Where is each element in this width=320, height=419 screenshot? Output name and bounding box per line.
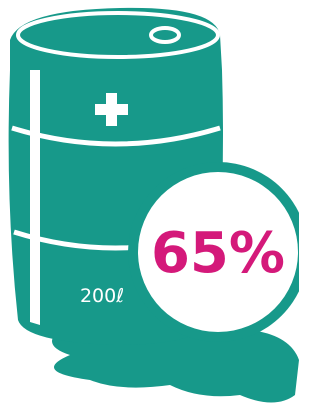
page: 200ℓ 65% (() => { const data = JSON.pars… bbox=[0, 0, 320, 419]
highlight bbox=[30, 70, 40, 325]
plus-h bbox=[95, 104, 128, 115]
badge-text: 65% bbox=[151, 221, 285, 286]
barrel-label: 200ℓ bbox=[80, 285, 124, 307]
infographic: 200ℓ 65% bbox=[0, 0, 299, 419]
